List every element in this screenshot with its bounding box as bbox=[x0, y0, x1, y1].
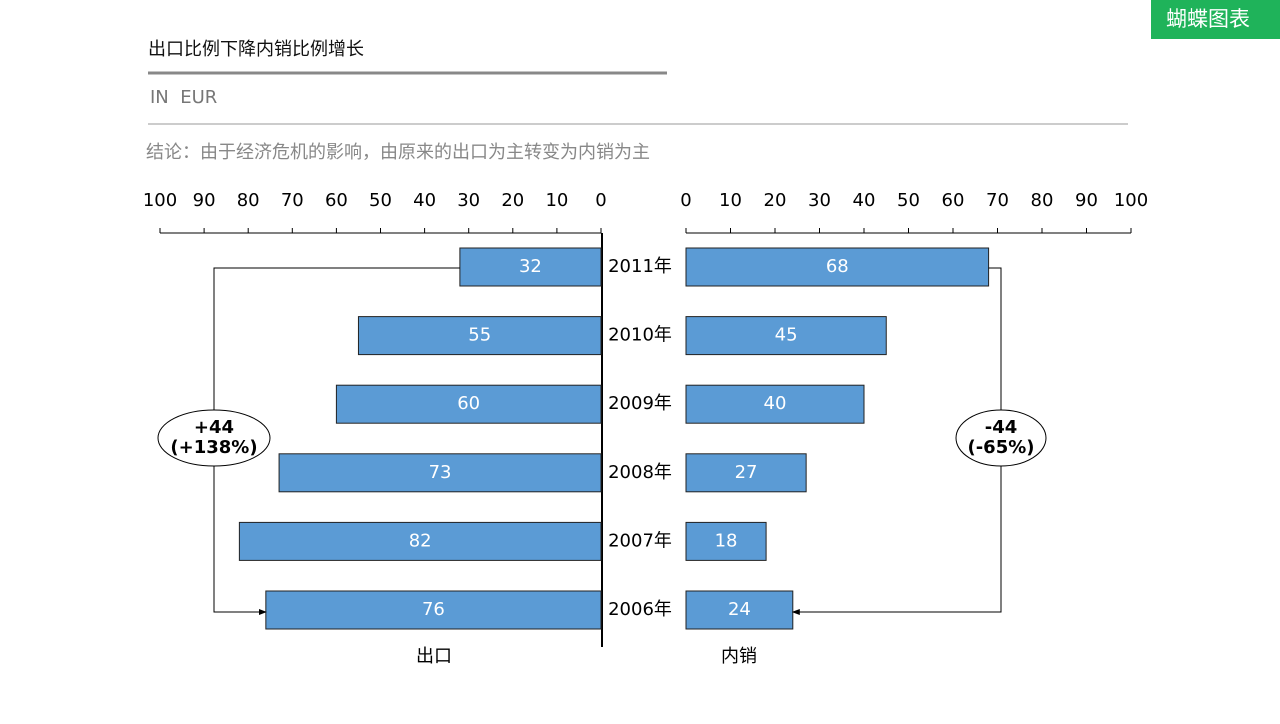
value-label: 18 bbox=[715, 530, 738, 551]
bar bbox=[278, 453, 602, 493]
value-label: 40 bbox=[764, 393, 787, 414]
bar bbox=[685, 521, 767, 561]
annotation-bubble bbox=[955, 409, 1047, 467]
x-tick-label: 0 bbox=[595, 190, 606, 211]
category-label: 2011年 bbox=[608, 256, 672, 277]
value-label: 73 bbox=[429, 462, 452, 483]
x-tick-label: 20 bbox=[501, 190, 524, 211]
x-tick-label: 90 bbox=[193, 190, 216, 211]
chart-title: 出口比例下降内销比例增长 bbox=[148, 39, 364, 60]
bar bbox=[265, 590, 602, 630]
x-tick-label: 90 bbox=[1075, 190, 1098, 211]
value-label: 24 bbox=[728, 599, 751, 620]
category-label: 2010年 bbox=[608, 325, 672, 346]
value-label: 32 bbox=[519, 256, 542, 277]
value-label: 68 bbox=[826, 256, 849, 277]
bar bbox=[357, 316, 602, 356]
x-tick-label: 40 bbox=[413, 190, 436, 211]
x-tick-label: 100 bbox=[1114, 190, 1148, 211]
bar bbox=[335, 384, 602, 424]
annotation: (-65%) bbox=[967, 437, 1034, 458]
series-label: 内销 bbox=[721, 646, 757, 667]
subtitle: IN EUR bbox=[150, 87, 217, 108]
bar bbox=[238, 521, 602, 561]
x-tick-label: 50 bbox=[897, 190, 920, 211]
annotation-bubble bbox=[157, 409, 271, 467]
value-label: 45 bbox=[775, 325, 798, 346]
x-tick-label: 10 bbox=[545, 190, 568, 211]
x-tick-label: 30 bbox=[457, 190, 480, 211]
x-tick-label: 20 bbox=[764, 190, 787, 211]
value-label: 55 bbox=[468, 325, 491, 346]
bar bbox=[685, 453, 807, 493]
category-label: 2008年 bbox=[608, 462, 672, 483]
x-tick-label: 40 bbox=[853, 190, 876, 211]
value-label: 27 bbox=[735, 462, 758, 483]
category-label: 2007年 bbox=[608, 530, 672, 551]
badge: 蝴蝶图表 bbox=[1166, 7, 1250, 31]
annotation: -44 bbox=[985, 417, 1018, 438]
bar bbox=[685, 316, 887, 356]
value-label: 76 bbox=[422, 599, 445, 620]
x-tick-label: 70 bbox=[281, 190, 304, 211]
value-label: 60 bbox=[457, 393, 480, 414]
x-tick-label: 60 bbox=[942, 190, 965, 211]
x-tick-label: 80 bbox=[1031, 190, 1054, 211]
badge-bg bbox=[1151, 0, 1280, 39]
x-tick-label: 80 bbox=[237, 190, 260, 211]
x-tick-label: 60 bbox=[325, 190, 348, 211]
x-tick-label: 50 bbox=[369, 190, 392, 211]
conclusion: 结论：由于经济危机的影响，由原来的出口为主转变为内销为主 bbox=[146, 142, 650, 163]
series-label: 出口 bbox=[416, 646, 452, 667]
annotation: +44 bbox=[194, 417, 234, 438]
value-label: 82 bbox=[409, 530, 432, 551]
annotation: (+138%) bbox=[170, 437, 257, 458]
category-label: 2009年 bbox=[608, 393, 672, 414]
plot: 0 0 10 10 20 20 30 30 40 40 50 50 60 60 70 70 80 80 90 90 10… bbox=[143, 190, 1148, 667]
x-tick-label: 100 bbox=[143, 190, 177, 211]
bar bbox=[685, 384, 865, 424]
bar bbox=[685, 247, 990, 287]
category-label: 2006年 bbox=[608, 599, 672, 620]
x-tick-label: 0 bbox=[680, 190, 691, 211]
x-tick-label: 30 bbox=[808, 190, 831, 211]
x-tick-label: 70 bbox=[986, 190, 1009, 211]
bar bbox=[459, 247, 602, 287]
x-tick-label: 10 bbox=[719, 190, 742, 211]
bar bbox=[685, 590, 794, 630]
